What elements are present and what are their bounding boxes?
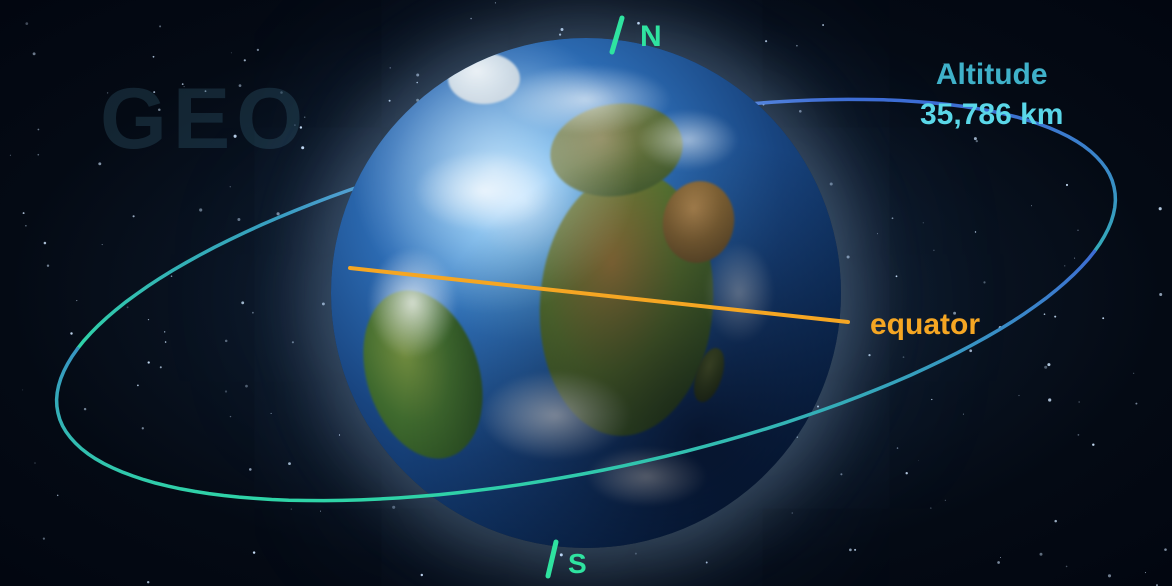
altitude-label: Altitude (920, 58, 1063, 92)
diagram-scene: GEO Altitude 35,786 km equator N S (0, 0, 1172, 586)
south-pole-tick (548, 542, 556, 576)
equator-line (350, 268, 848, 322)
north-pole-tick (612, 18, 622, 52)
south-pole-label: S (568, 548, 587, 580)
north-pole-label: N (640, 20, 662, 54)
altitude-callout: Altitude 35,786 km (920, 58, 1063, 132)
orbit-front-arc (57, 251, 1095, 500)
equator-label: equator (870, 308, 980, 342)
altitude-value: 35,786 km (920, 98, 1063, 132)
